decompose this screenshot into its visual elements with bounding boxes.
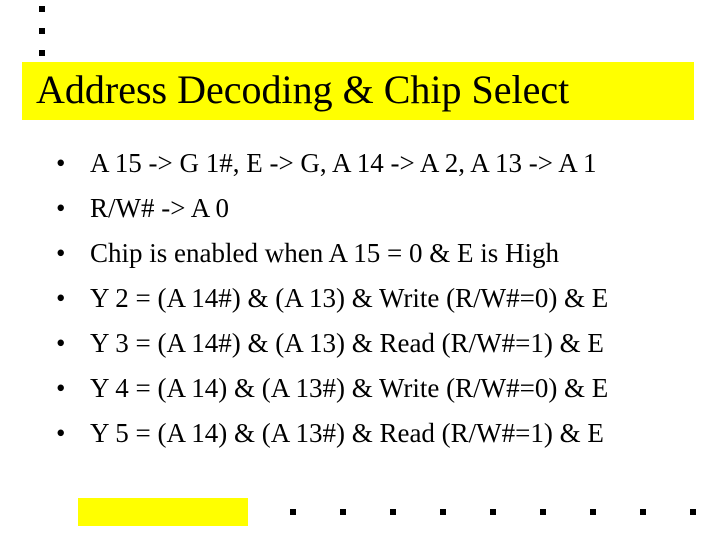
bullet-list: •A 15 -> G 1#, E -> G, A 14 -> A 2, A 13…: [56, 150, 696, 465]
bullet-text: R/W# -> A 0: [90, 195, 229, 222]
bullet-text: Y 4 = (A 14) & (A 13#) & Write (R/W#=0) …: [90, 375, 608, 402]
bullet-marker: •: [56, 375, 90, 402]
decor-dot: [290, 509, 296, 515]
decor-dot: [540, 509, 546, 515]
bullet-line: •Chip is enabled when A 15 = 0 & E is Hi…: [56, 240, 696, 267]
bullet-marker: •: [56, 285, 90, 312]
decor-dot: [340, 509, 346, 515]
bullet-text: Y 2 = (A 14#) & (A 13) & Write (R/W#=0) …: [90, 285, 608, 312]
bullet-marker: •: [56, 195, 90, 222]
bullet-text: Y 3 = (A 14#) & (A 13) & Read (R/W#=1) &…: [90, 330, 604, 357]
bullet-text: Y 5 = (A 14) & (A 13#) & Read (R/W#=1) &…: [90, 420, 604, 447]
decor-dot: [390, 509, 396, 515]
bottom-highlight-bar: [78, 498, 248, 526]
slide: Address Decoding & Chip Select •A 15 -> …: [0, 0, 720, 540]
decor-dot: [39, 28, 45, 34]
decor-dot: [440, 509, 446, 515]
decor-dot: [39, 6, 45, 12]
slide-title: Address Decoding & Chip Select: [36, 66, 569, 113]
bullet-line: •Y 4 = (A 14) & (A 13#) & Write (R/W#=0)…: [56, 375, 696, 402]
bullet-line: •R/W# -> A 0: [56, 195, 696, 222]
decor-dot: [39, 50, 45, 56]
bullet-marker: •: [56, 330, 90, 357]
bullet-marker: •: [56, 150, 90, 177]
bullet-line: •Y 3 = (A 14#) & (A 13) & Read (R/W#=1) …: [56, 330, 696, 357]
decor-dot: [690, 509, 696, 515]
bullet-marker: •: [56, 420, 90, 447]
decor-dot: [490, 509, 496, 515]
bullet-line: •Y 2 = (A 14#) & (A 13) & Write (R/W#=0)…: [56, 285, 696, 312]
bullet-text: A 15 -> G 1#, E -> G, A 14 -> A 2, A 13 …: [90, 150, 596, 177]
decor-dot: [640, 509, 646, 515]
bullet-text: Chip is enabled when A 15 = 0 & E is Hig…: [90, 240, 559, 267]
bullet-line: •Y 5 = (A 14) & (A 13#) & Read (R/W#=1) …: [56, 420, 696, 447]
bullet-line: •A 15 -> G 1#, E -> G, A 14 -> A 2, A 13…: [56, 150, 696, 177]
decor-dot: [590, 509, 596, 515]
bullet-marker: •: [56, 240, 90, 267]
